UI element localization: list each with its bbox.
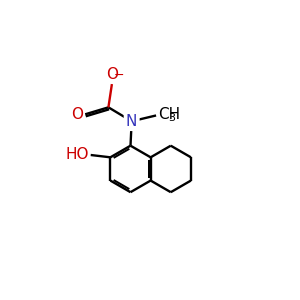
Text: −: − <box>114 69 124 82</box>
Text: O: O <box>106 67 118 82</box>
Text: 3: 3 <box>168 113 175 123</box>
Text: O: O <box>71 107 83 122</box>
Text: N: N <box>126 114 137 129</box>
Text: CH: CH <box>158 107 180 122</box>
Text: HO: HO <box>65 148 89 163</box>
